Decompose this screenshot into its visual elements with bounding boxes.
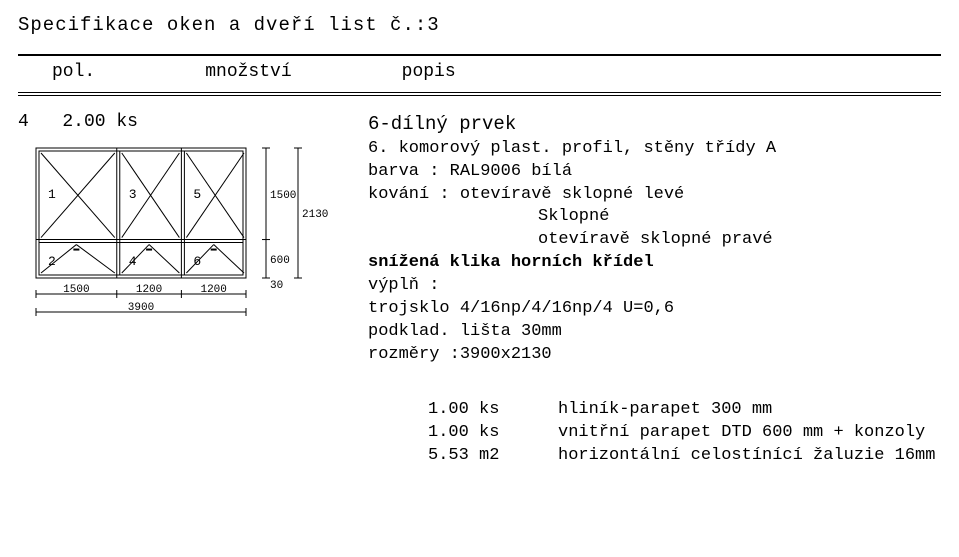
item-name: 6-dílný prvek bbox=[368, 112, 941, 138]
klika-line: snížená klika horních křídel bbox=[368, 252, 941, 275]
svg-text:30: 30 bbox=[270, 280, 283, 292]
right-column: 6-dílný prvek 6. komorový plast. profil,… bbox=[368, 112, 941, 468]
left-column: 4 2.00 ks 1 2 3 4 5 6 1500 1200 1200 3900 1500 600 3… bbox=[18, 112, 328, 468]
svg-text:6: 6 bbox=[193, 254, 201, 269]
drawing-svg: 1 2 3 4 5 6 1500 1200 1200 3900 1500 600 30 2130 bbox=[18, 140, 328, 350]
svg-text:2: 2 bbox=[48, 254, 56, 269]
profile-line: 6. komorový plast. profil, stěny třídy A bbox=[368, 138, 941, 161]
col-pol: pol. bbox=[52, 62, 95, 82]
svg-text:600: 600 bbox=[270, 255, 290, 267]
kovani-line-2: Sklopné bbox=[368, 206, 941, 229]
acc-desc: vnitřní parapet DTD 600 mm + konzoly bbox=[558, 422, 925, 445]
acc-qty: 1.00 ks bbox=[428, 399, 558, 422]
acc-desc: horizontální celostínící žaluzie 16mm bbox=[558, 445, 935, 468]
quantity: 2.00 ks bbox=[48, 112, 138, 132]
rule-double bbox=[18, 92, 941, 96]
accessory-row: 1.00 ks vnitřní parapet DTD 600 mm + kon… bbox=[368, 422, 941, 445]
accessory-row: 5.53 m2 horizontální celostínící žaluzie… bbox=[368, 445, 941, 468]
pol-number: 4 bbox=[18, 112, 48, 132]
accessory-row: 1.00 ks hliník-parapet 300 mm bbox=[368, 399, 941, 422]
barva-line: barva : RAL9006 bílá bbox=[368, 161, 941, 184]
acc-qty: 5.53 m2 bbox=[428, 445, 558, 468]
vypln-label: výplň : bbox=[368, 275, 941, 298]
col-desc: popis bbox=[402, 62, 456, 82]
vypln-line: trojsklo 4/16np/4/16np/4 U=0,6 bbox=[368, 298, 941, 321]
svg-text:1: 1 bbox=[48, 187, 56, 202]
svg-text:1200: 1200 bbox=[136, 284, 162, 296]
doc-title: Specifikace oken a dveří list č.:3 bbox=[18, 14, 941, 36]
acc-qty: 1.00 ks bbox=[428, 422, 558, 445]
svg-text:3: 3 bbox=[129, 187, 137, 202]
page: Specifikace oken a dveří list č.:3 pol. … bbox=[0, 0, 959, 557]
rule-top bbox=[18, 54, 941, 56]
svg-text:1500: 1500 bbox=[63, 284, 89, 296]
svg-text:5: 5 bbox=[193, 187, 201, 202]
rozmery-line: rozměry :3900x2130 bbox=[368, 344, 941, 367]
window-drawing: 1 2 3 4 5 6 1500 1200 1200 3900 1500 600 30 2130 bbox=[18, 140, 328, 350]
kovani-line-3: otevíravě sklopné pravé bbox=[368, 229, 941, 252]
podklad-line: podklad. lišta 30mm bbox=[368, 321, 941, 344]
col-qty: množství bbox=[205, 62, 291, 82]
svg-text:1500: 1500 bbox=[270, 190, 296, 202]
acc-desc: hliník-parapet 300 mm bbox=[558, 399, 772, 422]
table-header: pol. množství popis bbox=[18, 60, 941, 84]
kovani-line: kování : otevíravě sklopné levé bbox=[368, 184, 941, 207]
svg-text:3900: 3900 bbox=[128, 302, 154, 314]
svg-text:1200: 1200 bbox=[200, 284, 226, 296]
accessories-block: 1.00 ks hliník-parapet 300 mm 1.00 ks vn… bbox=[368, 399, 941, 468]
content-row: 4 2.00 ks 1 2 3 4 5 6 1500 1200 1200 3900 1500 600 3… bbox=[18, 112, 941, 468]
svg-text:4: 4 bbox=[129, 254, 137, 269]
svg-text:2130: 2130 bbox=[302, 209, 328, 221]
